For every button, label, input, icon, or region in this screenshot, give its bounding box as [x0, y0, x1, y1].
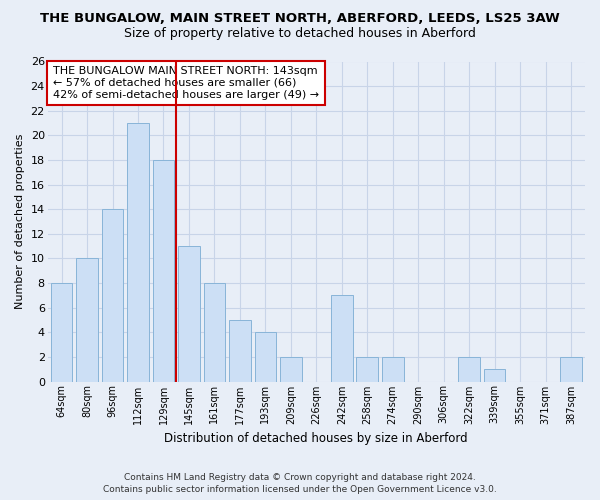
- Bar: [102, 209, 124, 382]
- Bar: [484, 369, 505, 382]
- Text: THE BUNGALOW MAIN STREET NORTH: 143sqm
← 57% of detached houses are smaller (66): THE BUNGALOW MAIN STREET NORTH: 143sqm ←…: [53, 66, 319, 100]
- Bar: [331, 296, 353, 382]
- Bar: [356, 357, 378, 382]
- Text: Contains HM Land Registry data © Crown copyright and database right 2024.
Contai: Contains HM Land Registry data © Crown c…: [103, 472, 497, 494]
- Text: Size of property relative to detached houses in Aberford: Size of property relative to detached ho…: [124, 28, 476, 40]
- Bar: [178, 246, 200, 382]
- Bar: [127, 123, 149, 382]
- Text: THE BUNGALOW, MAIN STREET NORTH, ABERFORD, LEEDS, LS25 3AW: THE BUNGALOW, MAIN STREET NORTH, ABERFOR…: [40, 12, 560, 26]
- Bar: [254, 332, 276, 382]
- Bar: [458, 357, 480, 382]
- Bar: [382, 357, 404, 382]
- Bar: [76, 258, 98, 382]
- Bar: [560, 357, 582, 382]
- Bar: [51, 283, 73, 382]
- Bar: [229, 320, 251, 382]
- X-axis label: Distribution of detached houses by size in Aberford: Distribution of detached houses by size …: [164, 432, 468, 445]
- Bar: [280, 357, 302, 382]
- Bar: [152, 160, 174, 382]
- Bar: [203, 283, 225, 382]
- Y-axis label: Number of detached properties: Number of detached properties: [15, 134, 25, 309]
